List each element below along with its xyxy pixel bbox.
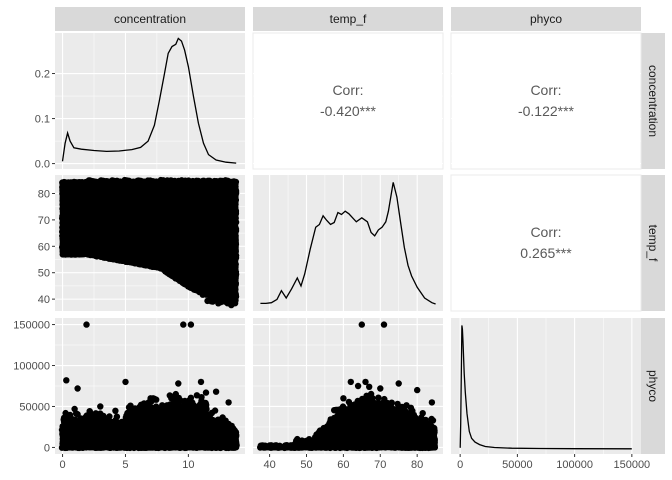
strip-temp_f [253,7,443,31]
strip-label-phyco: phyco [530,12,562,26]
panel-concentration-temp_f: Corr: -0.420*** [252,32,444,170]
strip-label-temp_f: temp_f [330,12,367,26]
row-strip-temp_f [641,175,665,311]
corr-value: -0.122*** [518,103,575,119]
strip-concentration [55,7,245,31]
strip-phyco [451,7,641,31]
row-strip-label-phyco: phyco [646,370,660,402]
corr-value: -0.420*** [320,103,377,119]
panel-temp_f-concentration [55,175,245,311]
row-strip-concentration [641,33,665,169]
scatter-points [59,176,240,309]
corr-panel [252,32,444,170]
corr-label: Corr: [332,82,363,98]
panel-concentration-concentration [55,33,245,169]
corr-label: Corr: [530,82,561,98]
corr-panel [450,32,642,170]
row-strip-phyco [641,318,665,454]
row-strip-label-temp_f: temp_f [646,225,660,262]
strip-label-concentration: concentration [114,12,186,26]
density-line-concentration [61,37,237,164]
panel-concentration-phyco: Corr: -0.122*** [450,32,642,170]
panel-background [55,33,245,169]
row-strip-label-concentration: concentration [646,65,660,137]
